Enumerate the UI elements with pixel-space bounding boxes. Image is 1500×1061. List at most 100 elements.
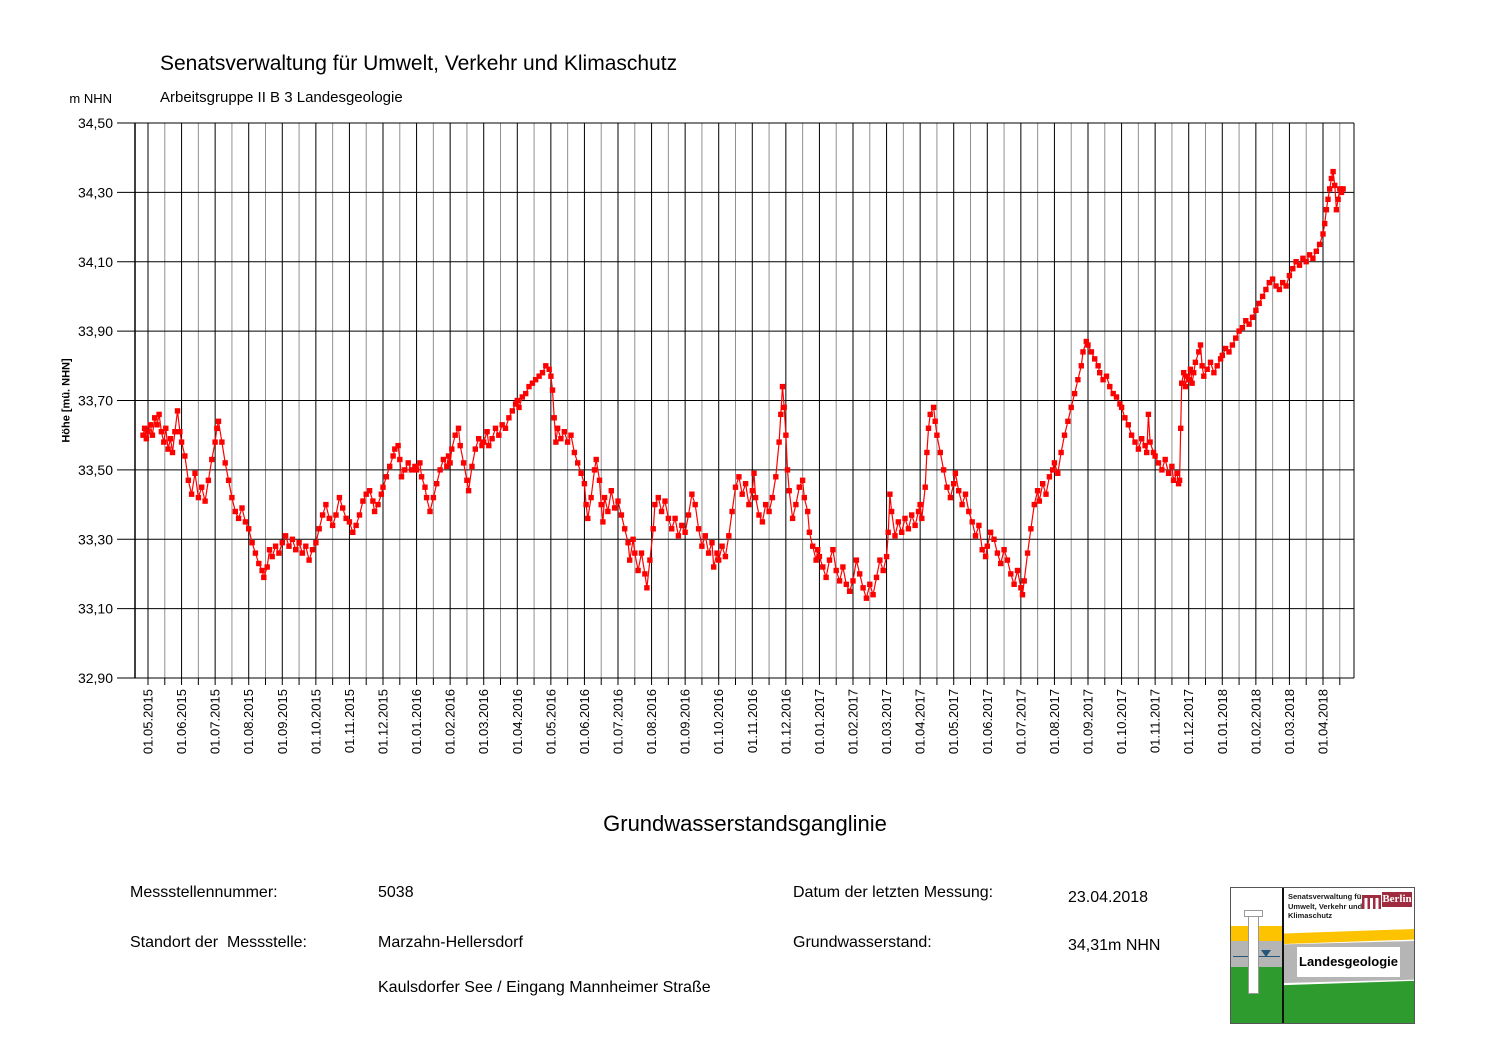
data-point-marker (553, 439, 559, 445)
data-point-marker (1303, 259, 1309, 265)
data-point-marker (279, 540, 285, 546)
data-point-marker (1100, 377, 1106, 383)
data-point-marker (195, 494, 202, 501)
data-point-marker (449, 446, 455, 452)
data-point-marker (672, 515, 678, 522)
data-point-marker (984, 543, 990, 549)
data-point-marker (1083, 338, 1089, 345)
data-point-marker (1330, 168, 1336, 175)
data-point-marker (299, 550, 306, 556)
data-point-marker (601, 494, 608, 501)
data-point-marker (360, 498, 366, 504)
data-point-marker (512, 401, 519, 407)
svg-text:01.09.2016: 01.09.2016 (678, 689, 693, 754)
svg-text:01.08.2016: 01.08.2016 (644, 689, 659, 754)
logo-divider (1282, 888, 1284, 1023)
svg-text:01.11.2016: 01.11.2016 (745, 689, 760, 753)
y-axis-unit-label: m NHN (69, 91, 112, 106)
data-point-marker (256, 560, 262, 567)
data-point-marker (1335, 196, 1341, 202)
data-point-marker (596, 477, 603, 483)
svg-text:01.02.2016: 01.02.2016 (443, 689, 458, 754)
data-point-marker (543, 363, 549, 369)
logo-text-panel: Senatsverwaltung für Umwelt, Verkehr und… (1284, 888, 1414, 1023)
data-point-marker (1181, 370, 1187, 376)
data-point-marker (1097, 370, 1103, 376)
svg-text:33,30: 33,30 (78, 531, 113, 547)
data-point-marker (1214, 363, 1220, 369)
data-point-marker (149, 432, 156, 438)
logo-well-cap-icon (1244, 910, 1263, 917)
data-point-marker (806, 529, 813, 535)
data-point-marker (1075, 377, 1081, 383)
data-point-marker (912, 522, 918, 529)
data-point-marker (523, 390, 529, 397)
data-point-marker (702, 533, 708, 539)
data-point-marker (1338, 189, 1345, 196)
data-point-marker (853, 557, 860, 563)
data-point-marker (1236, 328, 1242, 334)
data-point-marker (529, 380, 536, 386)
data-point-marker (632, 550, 638, 556)
data-point-marker (1175, 481, 1182, 487)
data-point-marker (350, 529, 356, 535)
data-point-marker (655, 494, 661, 501)
data-point-marker (902, 515, 908, 522)
data-point-marker (877, 557, 883, 563)
data-point-marker (1219, 352, 1225, 359)
data-point-marker (340, 505, 346, 511)
svg-text:01.05.2016: 01.05.2016 (543, 689, 558, 754)
data-point-marker (266, 547, 273, 553)
data-point-marker (716, 557, 722, 563)
series-line (142, 171, 1344, 601)
data-point-marker (481, 439, 487, 445)
svg-text:01.06.2015: 01.06.2015 (174, 689, 189, 754)
data-point-marker (719, 543, 725, 549)
data-point-marker (813, 557, 819, 563)
svg-text:01.09.2017: 01.09.2017 (1081, 689, 1096, 754)
data-point-marker (1065, 418, 1071, 424)
data-point-marker (652, 501, 658, 508)
data-point-marker (1174, 470, 1180, 476)
data-point-marker (600, 519, 606, 525)
data-point-marker (810, 543, 816, 549)
data-point-marker (1110, 390, 1116, 397)
data-point-marker (625, 540, 631, 546)
data-point-marker (447, 460, 453, 466)
data-point-marker (675, 533, 682, 539)
data-point-marker (860, 585, 866, 591)
data-point-marker (249, 540, 255, 546)
data-point-marker (638, 550, 645, 556)
data-point-marker (205, 477, 212, 483)
data-point-marker (1233, 335, 1239, 341)
data-point-marker (689, 491, 695, 497)
data-point-marker (1327, 186, 1333, 192)
station-number-value: 5038 (378, 884, 414, 901)
data-point-marker (303, 543, 309, 549)
data-point-marker (469, 463, 475, 470)
data-point-marker (313, 540, 319, 546)
data-point-marker (1046, 474, 1053, 480)
svg-text:01.01.2017: 01.01.2017 (812, 689, 827, 754)
data-point-marker (1333, 207, 1340, 213)
data-point-marker (1078, 363, 1084, 369)
data-point-marker (316, 526, 322, 532)
data-point-marker (209, 456, 215, 463)
data-point-marker (398, 474, 405, 480)
data-point-marker (323, 501, 329, 508)
data-point-marker (789, 515, 796, 522)
station-location-detail: Kaulsdorfer See / Eingang Mannheimer Str… (378, 979, 711, 996)
data-point-marker (1207, 359, 1214, 365)
data-point-marker (1340, 186, 1346, 192)
data-point-marker (786, 488, 792, 494)
data-point-marker (1178, 425, 1184, 431)
data-point-marker (736, 474, 742, 480)
svg-text:33,70: 33,70 (78, 393, 113, 409)
data-point-marker (642, 571, 648, 577)
data-point-marker (1259, 293, 1266, 300)
data-point-marker (746, 501, 752, 508)
data-point-marker (185, 477, 191, 483)
data-point-marker (1266, 279, 1272, 286)
logo-well-panel (1231, 888, 1282, 1023)
data-point-marker (1142, 442, 1148, 449)
